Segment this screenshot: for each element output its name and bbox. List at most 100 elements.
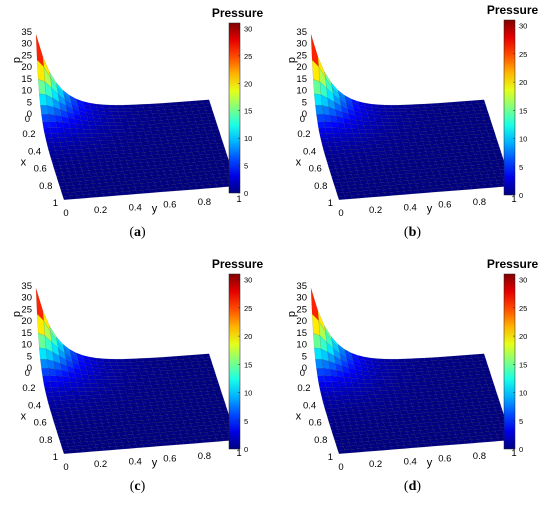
surface-patch bbox=[89, 129, 98, 134]
surface-patch bbox=[392, 428, 401, 433]
surface-patch bbox=[346, 181, 355, 186]
surface-patch bbox=[196, 418, 205, 423]
surface-patch bbox=[398, 108, 407, 112]
surface-patch bbox=[346, 386, 355, 392]
surface-patch bbox=[131, 176, 140, 181]
colorbar-gradient bbox=[228, 22, 241, 194]
surface-patch bbox=[393, 135, 402, 140]
surface-patch bbox=[95, 169, 104, 174]
surface-patch bbox=[325, 412, 334, 417]
surface-patch bbox=[449, 183, 458, 188]
surface-patch bbox=[190, 127, 199, 132]
surface-patch bbox=[431, 401, 440, 406]
surface-patch bbox=[80, 398, 89, 404]
surface-patch bbox=[98, 433, 107, 438]
surface-patch bbox=[425, 384, 434, 389]
surface-patch bbox=[88, 148, 97, 153]
surface-patch bbox=[394, 160, 403, 165]
surface-patch bbox=[416, 374, 425, 379]
surface-patch bbox=[373, 433, 382, 438]
z-tick-label: 20 bbox=[21, 62, 32, 73]
surface-patch bbox=[143, 381, 152, 386]
surface-patch bbox=[362, 398, 371, 403]
surface-patch bbox=[120, 372, 129, 377]
surface-patch bbox=[317, 121, 326, 129]
surface-patch bbox=[459, 382, 468, 387]
surface-patch bbox=[415, 395, 424, 400]
surface-patch bbox=[440, 386, 449, 392]
surface-patch bbox=[130, 107, 139, 112]
surface-patch bbox=[135, 145, 144, 150]
surface-patch bbox=[125, 114, 134, 119]
surface-patch bbox=[163, 105, 172, 110]
surface-patch bbox=[136, 402, 145, 407]
surface-patch bbox=[464, 439, 473, 444]
surface-patch bbox=[112, 414, 121, 419]
surface-patch bbox=[348, 141, 357, 146]
surface-patch bbox=[127, 375, 136, 380]
surface-patch bbox=[457, 355, 466, 360]
surface-patch bbox=[472, 381, 481, 386]
surface-patch bbox=[58, 391, 67, 397]
surface-patch bbox=[408, 371, 417, 376]
surface-patch bbox=[212, 153, 221, 158]
surface-patch bbox=[167, 434, 176, 439]
surface-patch bbox=[339, 411, 348, 416]
surface-patch bbox=[161, 119, 170, 124]
surface-patch bbox=[168, 122, 177, 127]
surface-patch bbox=[407, 433, 416, 439]
surface-patch bbox=[489, 413, 498, 418]
x-tick-label: 0.6 bbox=[34, 418, 47, 429]
surface-patch bbox=[427, 387, 436, 392]
surface-patch bbox=[450, 440, 459, 445]
surface-patch bbox=[137, 110, 146, 115]
surface-patch bbox=[435, 414, 444, 419]
surface-patch bbox=[381, 182, 390, 187]
surface-patch bbox=[143, 127, 152, 132]
surface-patch bbox=[125, 177, 134, 182]
surface-patch bbox=[337, 149, 346, 155]
surface-patch bbox=[118, 431, 127, 436]
surface-patch bbox=[156, 380, 165, 385]
y-axis: 0 0.2 0.4 0.6 0.8 1y bbox=[338, 194, 516, 219]
surface-patch bbox=[46, 142, 55, 148]
surface-patch bbox=[131, 430, 140, 435]
x-tick-label: 0.8 bbox=[39, 181, 52, 192]
surface-patch bbox=[345, 410, 354, 415]
surface-patch bbox=[448, 135, 457, 140]
surface-patch bbox=[144, 405, 153, 410]
surface-patch bbox=[66, 395, 75, 401]
surface-patch bbox=[456, 416, 465, 421]
surface-patch bbox=[340, 414, 349, 419]
surface-patch bbox=[48, 121, 57, 128]
surface-patch bbox=[478, 167, 487, 172]
surface-patch bbox=[367, 367, 376, 373]
surface-patch bbox=[398, 128, 407, 133]
surface-patch bbox=[435, 160, 444, 165]
surface-patch bbox=[122, 358, 131, 363]
surface-patch bbox=[331, 175, 340, 180]
surface-patch bbox=[440, 112, 449, 117]
surface-patch bbox=[475, 431, 484, 437]
surface-patch bbox=[357, 427, 366, 432]
surface-patch bbox=[485, 400, 494, 405]
surface-patch bbox=[77, 133, 86, 138]
surface-patch bbox=[97, 133, 106, 138]
surface-patch bbox=[168, 142, 177, 148]
surface-patch bbox=[442, 434, 451, 439]
surface-patch bbox=[379, 111, 388, 116]
surface-patch bbox=[458, 358, 467, 363]
surface-patch bbox=[386, 111, 395, 116]
surface-patch bbox=[166, 156, 175, 161]
surface-patch bbox=[364, 426, 373, 432]
surface-patch bbox=[454, 155, 463, 160]
surface-patch bbox=[134, 375, 143, 380]
surface-patch bbox=[377, 192, 386, 197]
surface-patch bbox=[77, 156, 86, 161]
surface-patch bbox=[492, 146, 501, 151]
surface-patch bbox=[403, 187, 412, 192]
surface-patch bbox=[452, 149, 461, 154]
surface-patch bbox=[491, 396, 500, 401]
surface-patch bbox=[387, 390, 396, 395]
surface-patch bbox=[422, 374, 431, 379]
